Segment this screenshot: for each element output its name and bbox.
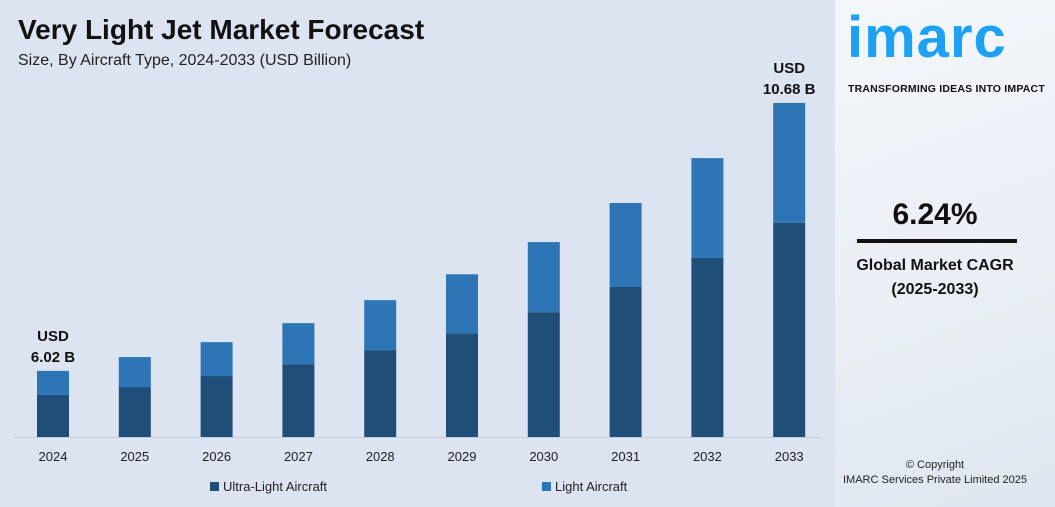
bar-light-2024 (37, 370, 69, 395)
bar-chart: 2024 USD 6.02 B 2025 2026 2027 2028 2029 2030 203… (14, 60, 822, 464)
bar-light-2029 (446, 274, 478, 334)
x-tick-label: 2032 (693, 449, 722, 464)
bar-ultra-light-2030 (527, 312, 560, 437)
bar-light-2032 (691, 158, 724, 258)
bar-ultra-light-2028 (364, 350, 397, 437)
x-tick-label: 2029 (448, 449, 477, 464)
legend-item-light: Light Aircraft (542, 479, 627, 494)
bar-ultra-light-2024 (37, 394, 69, 437)
sidebar: imarc TRANSFORMING IDEAS INTO IMPACT 6.2… (835, 0, 1055, 507)
company-name: IMARC Services Private Limited 2025 (842, 474, 1027, 486)
bar-ultra-light-2033 (773, 222, 806, 437)
bar-light-2031 (609, 202, 642, 288)
legend-label: Light Aircraft (555, 479, 628, 494)
bar-ultra-light-2032 (691, 257, 724, 437)
data-label-unit: USD (773, 60, 805, 77)
divider (857, 239, 1017, 243)
copyright: © Copyright IMARC Services Private Limit… (835, 458, 1035, 488)
bar-ultra-light-2026 (200, 376, 233, 437)
x-tick-label: 2031 (611, 449, 640, 464)
bar-light-2028 (364, 300, 397, 351)
x-tick-label: 2028 (366, 449, 395, 464)
cagr-label-text: Global Market CAGR (856, 257, 1014, 274)
legend-swatch-light (542, 482, 551, 491)
bar-light-2033 (773, 102, 806, 223)
chart-panel: Very Light Jet Market Forecast Size, By … (0, 0, 835, 507)
x-tick-label: 2026 (202, 449, 231, 464)
x-tick-label: 2027 (284, 449, 313, 464)
bar-ultra-light-2025 (118, 387, 151, 437)
tagline: TRANSFORMING IDEAS INTO IMPACT (848, 83, 1045, 95)
legend-label: Ultra-Light Aircraft (223, 479, 328, 494)
cagr-value: 6.24% (892, 198, 978, 231)
x-tick-label: 2025 (120, 449, 149, 464)
bar-light-2027 (282, 323, 315, 365)
chart-title: Very Light Jet Market Forecast (18, 14, 425, 45)
cagr-label: Global Market CAGR (2025-2033) (835, 254, 1035, 302)
x-tick-label: 2033 (775, 449, 804, 464)
cagr-period: (2025-2033) (891, 281, 979, 298)
imarc-logo: imarc (847, 5, 1007, 70)
bar-ultra-light-2029 (446, 333, 478, 437)
data-label-value: 6.02 B (31, 349, 75, 366)
bar-ultra-light-2027 (282, 364, 315, 437)
data-label-unit: USD (37, 328, 69, 345)
legend-item-ultra-light: Ultra-Light Aircraft (210, 479, 327, 494)
x-tick-label: 2024 (39, 449, 68, 464)
bar-ultra-light-2031 (609, 287, 642, 437)
bar-light-2030 (527, 242, 560, 313)
data-label-value: 10.68 B (763, 81, 816, 98)
legend-swatch-ultra-light (210, 482, 219, 491)
copyright-text: © Copyright (905, 459, 965, 471)
x-tick-label: 2030 (529, 449, 558, 464)
chart-subtitle: Size, By Aircraft Type, 2024-2033 (USD B… (18, 52, 352, 69)
bar-light-2026 (200, 342, 233, 377)
bar-light-2025 (118, 357, 151, 388)
